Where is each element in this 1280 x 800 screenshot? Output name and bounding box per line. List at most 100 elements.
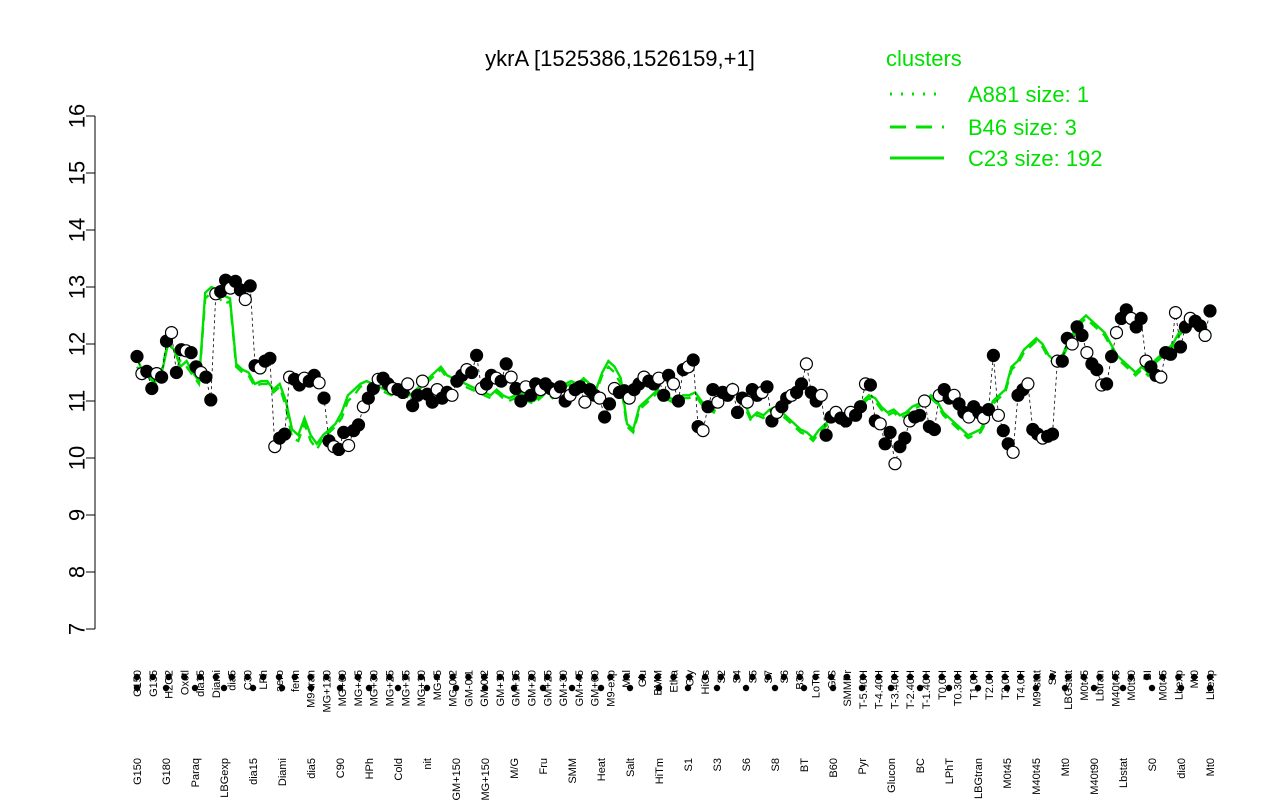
x-tick-marker — [1175, 673, 1182, 681]
x-tick-label: MG+120 — [321, 670, 333, 713]
series-line-solid — [135, 285, 1211, 446]
y-tick-label: 15 — [65, 161, 90, 185]
x-tick-marker — [512, 673, 519, 681]
data-point — [686, 353, 700, 367]
y-tick-label: 16 — [65, 104, 90, 128]
data-point — [878, 437, 892, 451]
x-tick-label: ferm — [290, 670, 302, 692]
x-tick-marker — [858, 684, 866, 692]
x-tick-marker — [559, 673, 567, 681]
x-tick-marker — [887, 684, 895, 692]
points-layer — [130, 273, 1217, 471]
x-tick-marker — [307, 673, 314, 681]
x-tick-marker — [465, 673, 472, 681]
legend-entry-c23: C23 size: 192 — [968, 146, 1103, 171]
x-tick-marker — [1143, 673, 1151, 681]
x-tick-label: S0 — [1147, 758, 1159, 771]
x-tick-marker — [1177, 684, 1185, 692]
x-tick-label: MG+150 — [480, 758, 492, 800]
x-tick-marker — [307, 684, 315, 692]
x-tick-marker — [742, 684, 750, 692]
x-tick-label: S3 — [712, 758, 724, 771]
data-point — [1198, 328, 1212, 342]
x-tick-marker — [1061, 684, 1069, 692]
x-tick-label: M/G — [509, 758, 521, 779]
x-tick-marker — [1033, 673, 1040, 681]
y-tick-label: 11 — [65, 390, 90, 413]
data-point — [1099, 377, 1114, 391]
x-tick-marker — [800, 684, 808, 692]
x-tick-label: B60 — [828, 758, 840, 778]
x-tick-marker — [812, 673, 819, 681]
x-tick-label: G150 — [132, 758, 144, 785]
x-tick-marker — [974, 684, 982, 692]
data-point — [912, 408, 927, 422]
x-tick-marker — [402, 673, 409, 681]
x-tick-label: HPh — [364, 758, 376, 779]
data-point — [1109, 326, 1124, 340]
data-point — [725, 383, 740, 397]
x-tick-label: LBGexp — [219, 758, 231, 798]
data-point — [524, 388, 538, 402]
data-point — [351, 418, 366, 432]
data-point — [401, 377, 415, 391]
data-point — [991, 408, 1006, 422]
x-tick-marker — [1032, 684, 1040, 692]
x-tick-marker — [985, 673, 993, 681]
x-tick-marker — [765, 673, 772, 681]
data-point — [317, 391, 331, 405]
x-tick-label: S1 — [683, 758, 695, 771]
data-point — [278, 427, 292, 441]
data-point — [504, 370, 518, 384]
data-point — [499, 357, 513, 371]
x-tick-label: T-1.40H — [921, 670, 933, 709]
data-point — [470, 348, 484, 362]
x-tick-label: BC — [915, 758, 927, 773]
data-point — [1075, 328, 1089, 342]
x-tick-label: Pyr — [857, 758, 869, 775]
data-point — [243, 279, 257, 293]
x-tick-label: C90 — [335, 758, 347, 778]
x-tick-marker — [1159, 673, 1166, 681]
x-tick-marker — [568, 684, 576, 692]
x-tick-marker — [196, 673, 204, 681]
x-tick-marker — [539, 684, 547, 692]
x-tick-label: nit — [422, 758, 434, 770]
data-point — [465, 365, 479, 380]
x-tick-marker — [701, 673, 709, 681]
x-tick-marker — [717, 673, 724, 681]
x-tick-label: LBGtran — [973, 758, 985, 799]
x-tick-marker — [733, 673, 740, 681]
x-tick-marker — [796, 673, 803, 681]
x-tick-marker — [780, 673, 788, 681]
y-tick-label: 7 — [65, 623, 90, 635]
data-point — [593, 391, 607, 405]
x-tick-marker — [1049, 673, 1056, 681]
x-tick-label: Mt0 — [1060, 758, 1072, 776]
y-tick-label: 13 — [65, 275, 90, 299]
data-point — [199, 370, 213, 384]
x-tick-marker — [954, 673, 961, 681]
legend-title: clusters — [886, 46, 962, 71]
data-point — [1168, 306, 1183, 320]
data-point — [883, 425, 897, 439]
x-tick-marker — [165, 673, 172, 681]
x-tick-label: Lbstat — [1118, 758, 1130, 788]
x-tick-marker — [843, 673, 851, 681]
data-point — [863, 378, 878, 392]
x-tick-label: T-4.40H — [874, 670, 886, 709]
x-tick-marker — [149, 673, 156, 681]
data-point — [164, 326, 179, 340]
x-tick-marker — [771, 684, 779, 692]
data-point — [1134, 311, 1148, 325]
data-point — [888, 457, 902, 471]
x-tick-label: dia15 — [248, 758, 260, 785]
data-point — [263, 351, 277, 365]
data-point — [760, 380, 774, 394]
data-point — [873, 417, 887, 431]
x-tick-marker — [575, 673, 582, 681]
data-point — [238, 292, 252, 307]
x-tick-label: BMM — [653, 670, 665, 696]
data-point — [1173, 340, 1188, 354]
